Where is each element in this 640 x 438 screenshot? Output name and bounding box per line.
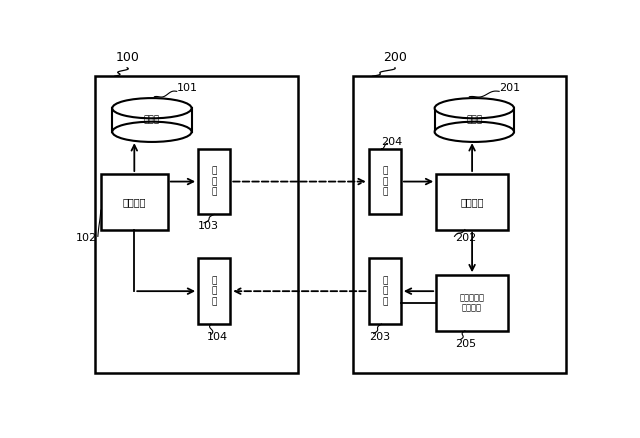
Text: コンテンツ
処理装置: コンテンツ 処理装置 [460, 293, 484, 313]
Bar [101, 174, 168, 230]
Bar [198, 148, 230, 215]
Bar [435, 108, 514, 132]
Ellipse shape [435, 98, 514, 118]
Bar [436, 174, 508, 230]
Bar [369, 148, 401, 215]
Bar [353, 76, 566, 373]
Text: メモリ: メモリ [144, 116, 160, 124]
Text: 204: 204 [381, 137, 403, 147]
Bar [198, 258, 230, 324]
Text: 101: 101 [177, 83, 198, 93]
Ellipse shape [435, 122, 514, 142]
Text: 102: 102 [76, 233, 97, 243]
Text: 処理装置: 処理装置 [460, 197, 484, 207]
Text: 200: 200 [383, 51, 407, 64]
Text: 処理装置: 処理装置 [123, 197, 146, 207]
Text: 送
信
機: 送 信 機 [211, 167, 217, 197]
Text: 103: 103 [198, 221, 219, 231]
Bar [436, 275, 508, 331]
Text: 201: 201 [499, 83, 520, 93]
Text: 受
信
機: 受 信 機 [382, 167, 387, 197]
Text: 202: 202 [456, 233, 477, 243]
Text: メモリ: メモリ [467, 116, 483, 124]
Text: 205: 205 [456, 339, 477, 349]
Text: 203: 203 [369, 332, 390, 342]
Bar [95, 76, 298, 373]
Text: 受
信
機: 受 信 機 [211, 276, 217, 306]
Text: 送
信
機: 送 信 機 [382, 276, 387, 306]
Text: 104: 104 [207, 332, 228, 343]
Text: 100: 100 [115, 51, 139, 64]
Ellipse shape [112, 122, 191, 142]
Bar [112, 108, 191, 132]
Ellipse shape [112, 98, 191, 118]
Bar [369, 258, 401, 324]
